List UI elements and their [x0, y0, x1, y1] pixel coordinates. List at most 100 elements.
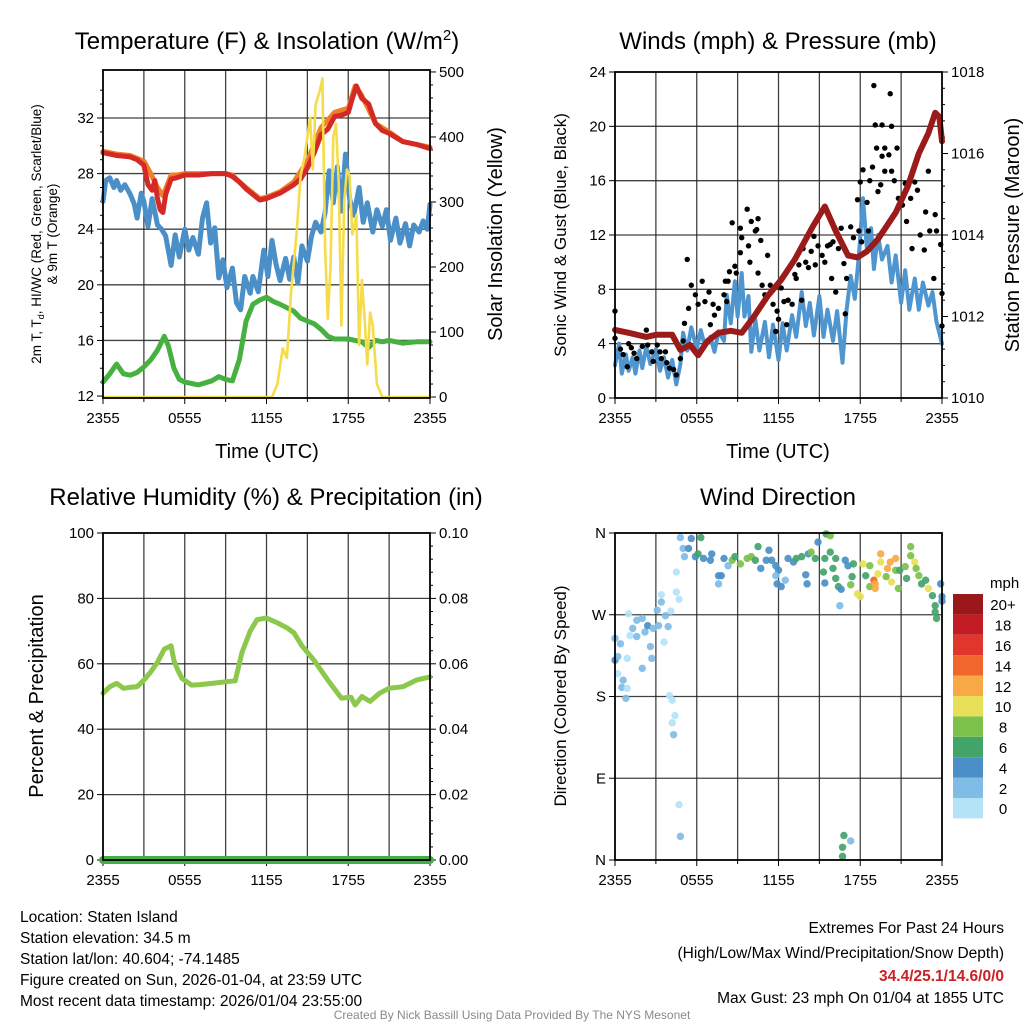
direction-point	[638, 614, 646, 623]
plot-frame	[614, 71, 943, 399]
y-tick-label: 8	[598, 281, 606, 298]
gust-point	[624, 364, 630, 370]
direction-point	[774, 566, 783, 574]
gust-point	[805, 264, 812, 271]
y2-tick-label: 1016	[951, 146, 984, 163]
gust-point	[658, 355, 665, 362]
gust-point	[681, 320, 688, 326]
y-tick-label: 0	[86, 852, 94, 869]
wind-xlabel: Time (UTC)	[726, 441, 830, 463]
gust-point	[856, 228, 862, 234]
gust-point	[649, 349, 655, 355]
y-tick-label: 80	[77, 590, 94, 607]
gust-point	[645, 342, 651, 348]
direction-point	[669, 730, 678, 739]
x-tick-label: 0555	[168, 872, 201, 889]
direction-point	[777, 582, 785, 591]
gust-point	[815, 243, 821, 249]
direction-point	[856, 592, 864, 601]
direction-point	[668, 696, 676, 704]
y-tick-label: 0	[598, 390, 606, 407]
gust-point	[680, 338, 686, 344]
footer-recent: Most recent data timestamp: 2026/01/04 2…	[20, 993, 362, 1010]
y-tick-label: 40	[77, 721, 94, 738]
direction-point	[932, 614, 941, 623]
direction-point	[736, 560, 745, 568]
gust-point	[907, 195, 914, 202]
direction-point	[717, 571, 725, 580]
temp-xlabel: Time (UTC)	[215, 441, 319, 463]
gust-point	[872, 122, 878, 128]
x-tick-label: 0555	[680, 872, 713, 889]
direction-point	[675, 595, 683, 604]
direction-point	[684, 544, 693, 553]
direction-point	[848, 572, 856, 581]
gust-point	[793, 275, 799, 282]
direction-point	[697, 533, 705, 542]
wind-plot: 0 4 8 12 16 20 24 1010 1012 1014 1016 1018 2355 0555 1…	[589, 64, 984, 427]
direction-point	[762, 556, 770, 564]
direction-point	[896, 566, 904, 574]
footer-location: Location: Staten Island	[20, 909, 178, 926]
direction-point	[936, 580, 945, 588]
direction-point	[653, 606, 661, 614]
gust-point	[737, 249, 744, 256]
direction-point	[912, 564, 920, 573]
gust-point	[695, 301, 701, 307]
gust-point	[733, 270, 739, 276]
gust-point	[673, 372, 680, 378]
direction-point	[633, 632, 641, 641]
colorbar-swatch	[953, 798, 983, 819]
gust-point	[664, 359, 670, 366]
temp-ylabel-line2: & 9m T (Orange)	[45, 184, 60, 285]
gust-point	[822, 259, 828, 265]
rh-ylabel: Percent & Precipitation	[26, 594, 48, 797]
y-tick-label: 32	[77, 110, 94, 127]
direction-point	[714, 580, 723, 588]
direction-point	[754, 542, 762, 551]
direction-point	[672, 568, 681, 576]
colorbar-label: 6	[999, 740, 1007, 757]
colorbar-label: 0	[999, 801, 1007, 818]
y-tick-label: 60	[77, 656, 94, 673]
gust-point	[912, 179, 918, 185]
gust-point	[857, 179, 863, 185]
direction-point	[829, 564, 837, 573]
y2-tick-label: 300	[439, 194, 464, 211]
x-tick-label: 2355	[413, 410, 446, 427]
x-tick-label: 1755	[844, 872, 877, 889]
gust-point	[803, 259, 809, 265]
y-tick-label: N	[595, 852, 606, 869]
gust-point	[625, 340, 632, 347]
direction-point	[638, 664, 646, 673]
y-tick-label: 16	[589, 173, 606, 190]
gust-point	[781, 298, 787, 305]
colorbar-label: 8	[999, 720, 1007, 737]
y2-tick-label: 0.08	[439, 590, 468, 607]
gust-point	[864, 199, 870, 206]
gust-point	[792, 271, 798, 278]
direction-point	[679, 544, 687, 553]
direction-point	[664, 622, 672, 631]
direction-point	[657, 591, 666, 599]
direction-point	[871, 584, 879, 593]
gust-point	[891, 177, 898, 184]
direction-point	[708, 550, 716, 558]
temp-panel-title: Temperature (F) & Insolation (W/m2)	[75, 27, 459, 55]
colorbar-label: 20+	[990, 597, 1016, 614]
y-tick-label: N	[595, 525, 606, 542]
direction-point	[876, 558, 885, 566]
direction-point	[886, 558, 894, 566]
gust-point	[860, 167, 866, 173]
direction-point	[849, 560, 858, 568]
wind-panel-title: Winds (mph) & Pressure (mb)	[619, 28, 936, 55]
direction-point	[618, 683, 626, 692]
gust-point	[903, 218, 910, 225]
series-line-station-pressure	[612, 109, 945, 359]
gust-point	[789, 301, 795, 307]
gust-point	[922, 209, 929, 215]
gust-point	[933, 228, 940, 234]
direction-point	[751, 556, 760, 564]
direction-point	[876, 550, 885, 558]
direction-point	[841, 556, 849, 564]
